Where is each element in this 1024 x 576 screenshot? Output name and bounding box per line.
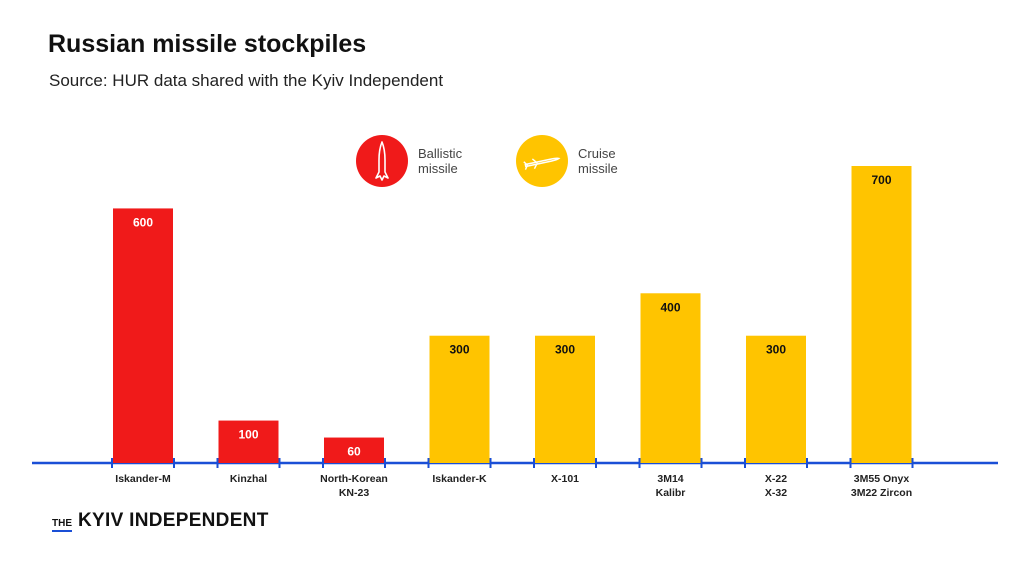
cruise-missile-icon — [516, 135, 568, 187]
category-label: KN-23 — [339, 487, 370, 499]
bar-value-label: 300 — [449, 343, 469, 357]
bar-x-101 — [535, 335, 595, 463]
category-label: 3M14 — [657, 473, 683, 485]
category-label: Kalibr — [656, 487, 686, 499]
bar-kinzhal — [218, 420, 279, 463]
bar-3m55-onyx — [851, 166, 912, 463]
bar-value-label: 600 — [133, 215, 153, 229]
bar-value-label: 100 — [238, 428, 258, 442]
ballistic-missile-icon — [356, 135, 408, 187]
bar-3m14 — [640, 293, 701, 463]
category-label: 3M55 Onyx — [854, 473, 910, 485]
bar-value-label: 700 — [871, 173, 891, 187]
category-label: Kinzhal — [230, 473, 267, 485]
bar-value-label: 300 — [555, 343, 575, 357]
legend-cruise: Cruise missile — [516, 135, 648, 187]
bar-value-label: 60 — [347, 445, 361, 459]
bar-value-label: 400 — [660, 300, 680, 314]
chart-title: Russian missile stockpiles — [48, 30, 367, 58]
category-label: Iskander-M — [115, 473, 171, 485]
legend-ballistic-line1: Ballistic — [418, 146, 463, 161]
category-label: 3M22 Zircon — [851, 487, 912, 499]
bar-x-22 — [746, 335, 806, 463]
bar-iskander-m — [113, 208, 173, 463]
legend-cruise-line2: missile — [578, 161, 618, 176]
category-label: Iskander-K — [432, 473, 487, 485]
logo-prefix: THE — [52, 518, 72, 532]
category-label: X-32 — [765, 487, 787, 499]
category-label: X-101 — [551, 473, 579, 485]
publisher-logo: THE KYIV INDEPENDENT — [52, 510, 269, 532]
legend-ballistic-line2: missile — [418, 161, 458, 176]
bar-value-label: 300 — [766, 343, 786, 357]
legend-cruise-line1: Cruise — [578, 146, 616, 161]
chart-subtitle: Source: HUR data shared with the Kyiv In… — [49, 71, 444, 90]
category-label: North-Korean — [320, 473, 388, 485]
bar-north-korean — [324, 437, 384, 463]
legend-ballistic: Ballistic missile — [356, 135, 488, 187]
category-label: X-22 — [765, 473, 787, 485]
logo-name: KYIV INDEPENDENT — [78, 510, 269, 531]
bar-iskander-k — [429, 335, 490, 463]
